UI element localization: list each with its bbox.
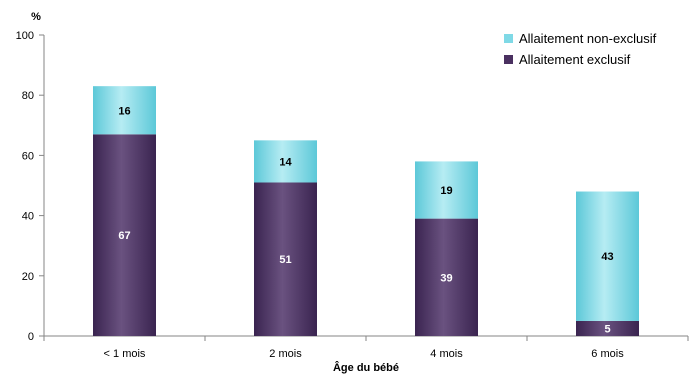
x-tick-label: 6 mois: [591, 348, 624, 360]
bar-segment: [415, 218, 478, 336]
legend-label: Allaitement non-exclusif: [519, 31, 657, 46]
bar-segment: [254, 182, 317, 336]
bar-segment: [93, 86, 156, 135]
bar-segment: [93, 134, 156, 336]
y-tick-label: 80: [22, 90, 34, 102]
x-tick-label: < 1 mois: [104, 348, 146, 360]
y-tick-label: 40: [22, 211, 34, 223]
bar-segment: [576, 320, 639, 336]
y-tick-label: 20: [22, 271, 34, 283]
legend: Allaitement non-exclusif Allaitement excl…: [504, 31, 657, 67]
bar-segment: [576, 191, 639, 321]
data-label: 67: [118, 230, 130, 242]
plot-area: 0 20 40 60 80 100 67 16 < 1 mois 51 14 2 mois 39 19 4 …: [16, 30, 689, 360]
data-label: 39: [440, 272, 452, 284]
legend-swatch: [504, 55, 513, 64]
data-label: 5: [604, 323, 610, 335]
legend-swatch: [504, 34, 513, 43]
data-label: 16: [118, 105, 130, 117]
x-tick-label: 4 mois: [430, 348, 463, 360]
data-label: 43: [601, 251, 613, 263]
x-tick-label: 2 mois: [269, 348, 302, 360]
y-axis-unit-label: %: [31, 11, 41, 23]
legend-label: Allaitement exclusif: [519, 52, 631, 67]
y-tick-label: 0: [28, 331, 34, 343]
bar-segment: [415, 161, 478, 219]
bar-segment: [254, 140, 317, 183]
data-label: 19: [440, 185, 452, 197]
y-tick-label: 100: [16, 30, 34, 42]
y-tick-label: 60: [22, 150, 34, 162]
data-label: 51: [279, 254, 291, 266]
x-axis-title: Âge du bébé: [333, 361, 399, 374]
data-label: 14: [279, 156, 292, 168]
